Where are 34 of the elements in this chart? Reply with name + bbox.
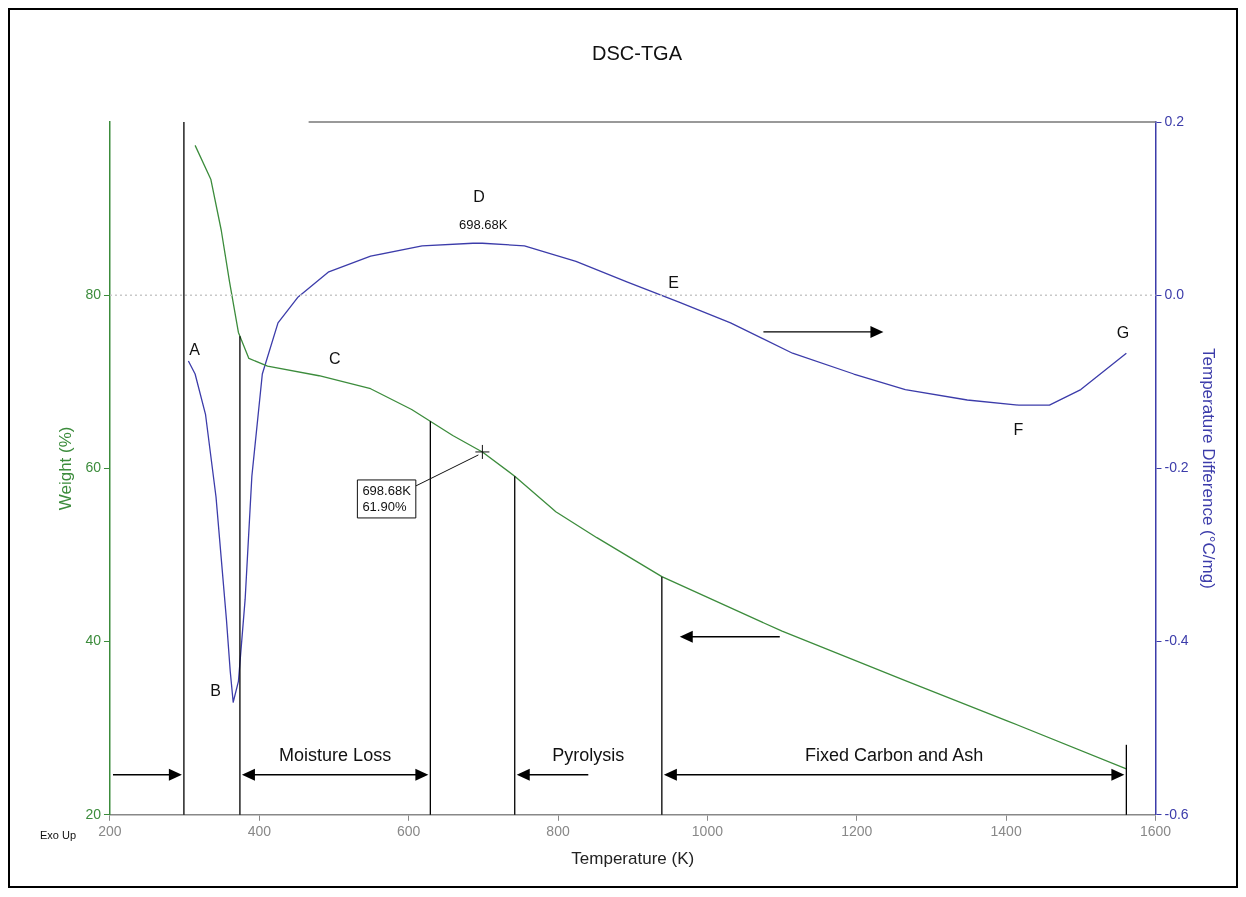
annotation: C <box>328 349 341 368</box>
x-tick-label: 1600 <box>1139 823 1172 840</box>
x-tick-label: 1200 <box>841 823 873 840</box>
annotation: G <box>1116 323 1130 342</box>
text: Exo Up <box>40 828 77 841</box>
x-axis-title: Temperature (K) <box>571 849 695 869</box>
y2-tick-label: -0.4 <box>1164 632 1189 649</box>
y-tick-label: 40 <box>85 632 102 649</box>
x-tick-label: 1000 <box>691 823 724 840</box>
x-tick-label: 1400 <box>990 823 1022 840</box>
y-tick-label: 80 <box>85 286 102 303</box>
annotation: E <box>668 274 679 293</box>
annotation: A <box>189 340 200 359</box>
y2-tick-label: -0.6 <box>1164 805 1189 822</box>
y2-tick-label: -0.2 <box>1164 459 1189 476</box>
annotation: 698.68K <box>458 216 508 232</box>
annotation: Pyrolysis <box>551 744 626 766</box>
y2-tick-label: 0.2 <box>1164 112 1185 129</box>
annotation: 698.68K 61.90% <box>362 482 412 514</box>
x-tick-label: 800 <box>546 823 570 840</box>
annotation: Fixed Carbon and Ash <box>804 744 985 766</box>
y-tick-label: 20 <box>85 805 102 822</box>
annotation: B <box>210 681 221 700</box>
x-tick-label: 600 <box>397 823 421 840</box>
y2-tick-label: 0.0 <box>1164 286 1185 303</box>
annotation: Moisture Loss <box>278 744 393 766</box>
y2-axis-title: Temperature Difference (°C/mg) <box>1199 348 1219 589</box>
annotation: D <box>473 187 485 206</box>
annotation: F <box>1013 421 1024 440</box>
x-tick-label: 200 <box>98 823 122 840</box>
y-axis-title: Weight (%) <box>55 426 75 511</box>
y-tick-label: 60 <box>85 459 102 476</box>
chart-title: DSC-TGA <box>592 41 683 64</box>
x-tick-label: 400 <box>247 823 272 840</box>
